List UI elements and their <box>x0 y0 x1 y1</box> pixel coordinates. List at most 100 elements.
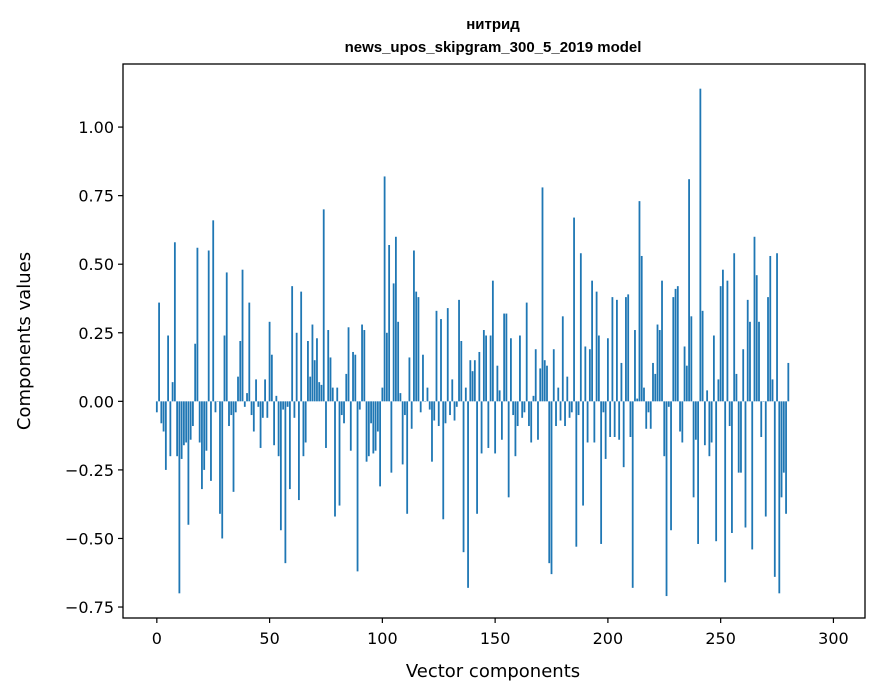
bar-19 <box>198 401 201 443</box>
bar-262 <box>746 299 749 402</box>
bar-216 <box>643 387 645 402</box>
bar-180 <box>561 316 564 402</box>
bar-152 <box>498 390 501 402</box>
bar-244 <box>706 390 709 402</box>
bar-57 <box>284 401 287 564</box>
bar-85 <box>347 327 350 402</box>
bar-128 <box>444 401 447 424</box>
bar-188 <box>579 253 582 402</box>
bar-137 <box>464 387 467 402</box>
bar-275 <box>776 253 778 402</box>
bar-205 <box>618 401 621 440</box>
bar-8 <box>173 242 176 402</box>
bar-93 <box>365 401 368 462</box>
bar-41 <box>248 302 251 402</box>
bar-77 <box>329 357 332 402</box>
bar-64 <box>300 291 303 402</box>
bar-195 <box>595 291 598 402</box>
bar-220 <box>652 362 654 402</box>
bar-186 <box>575 401 578 547</box>
bar-142 <box>476 401 478 514</box>
bar-92 <box>363 330 366 402</box>
bar-198 <box>602 401 605 413</box>
bar-94 <box>367 401 370 457</box>
bar-213 <box>636 398 639 402</box>
bar-144 <box>480 401 483 454</box>
bar-13 <box>185 401 188 443</box>
bar-202 <box>611 297 614 402</box>
bar-273 <box>771 379 774 402</box>
bar-30 <box>223 335 226 402</box>
bar-11 <box>180 401 183 459</box>
bar-101 <box>383 176 386 402</box>
bar-79 <box>334 401 336 517</box>
bar-68 <box>309 376 312 402</box>
bar-222 <box>656 324 659 402</box>
y-tick-label: 0.00 <box>78 392 114 411</box>
bar-86 <box>349 401 352 451</box>
bar-162 <box>521 401 524 418</box>
y-tick-label: 0.50 <box>78 255 114 274</box>
bar-261 <box>744 401 747 528</box>
bar-235 <box>685 365 688 402</box>
bar-271 <box>767 297 769 402</box>
bar-236 <box>688 179 690 402</box>
bar-81 <box>338 401 341 506</box>
bar-14 <box>187 401 190 525</box>
bar-18 <box>196 247 199 402</box>
bar-51 <box>270 354 273 402</box>
bar-174 <box>548 401 551 564</box>
bar-0 <box>155 401 158 413</box>
bar-206 <box>620 362 623 402</box>
bar-121 <box>428 401 431 410</box>
bar-31 <box>225 272 228 402</box>
bar-201 <box>609 401 612 437</box>
bar-193 <box>591 280 593 402</box>
bar-132 <box>453 401 456 421</box>
x-axis-label: Vector components <box>406 661 580 682</box>
bar-90 <box>358 401 361 410</box>
bar-223 <box>658 330 661 402</box>
bar-238 <box>692 401 695 498</box>
bar-143 <box>478 351 481 402</box>
bar-234 <box>683 346 686 402</box>
bar-63 <box>298 401 300 501</box>
bar-192 <box>588 349 591 402</box>
bar-113 <box>410 401 413 429</box>
bar-28 <box>219 401 221 514</box>
y-axis: −0.75 −0.50 −0.25 0.00 0.25 0.50 0.75 1.00 <box>65 118 123 617</box>
bar-117 <box>419 401 422 413</box>
bar-38 <box>241 269 244 402</box>
bar-87 <box>352 351 354 402</box>
bar-179 <box>559 401 562 421</box>
bar-212 <box>634 330 636 402</box>
bar-257 <box>735 373 738 402</box>
bar-264 <box>751 401 754 550</box>
bar-267 <box>758 321 760 402</box>
bar-154 <box>503 313 506 402</box>
bar-270 <box>764 401 767 517</box>
x-tick-label: 150 <box>480 629 511 648</box>
bar-21 <box>203 401 206 470</box>
bar-138 <box>467 401 469 588</box>
bar-265 <box>753 236 756 402</box>
bar-147 <box>487 401 490 448</box>
bar-232 <box>679 401 681 432</box>
bar-140 <box>471 371 474 402</box>
bar-254 <box>728 401 731 427</box>
bar-231 <box>676 286 679 402</box>
bar-242 <box>701 310 704 402</box>
x-tick-label: 0 <box>152 629 162 648</box>
bar-109 <box>401 401 404 465</box>
bar-89 <box>356 401 359 572</box>
bar-139 <box>469 360 472 402</box>
bar-69 <box>311 324 314 402</box>
bar-110 <box>404 401 406 416</box>
bar-103 <box>388 245 391 402</box>
bar-62 <box>295 332 298 402</box>
bar-221 <box>654 373 657 402</box>
bar-277 <box>780 401 783 498</box>
bar-241 <box>699 88 702 402</box>
bar-65 <box>302 401 305 457</box>
